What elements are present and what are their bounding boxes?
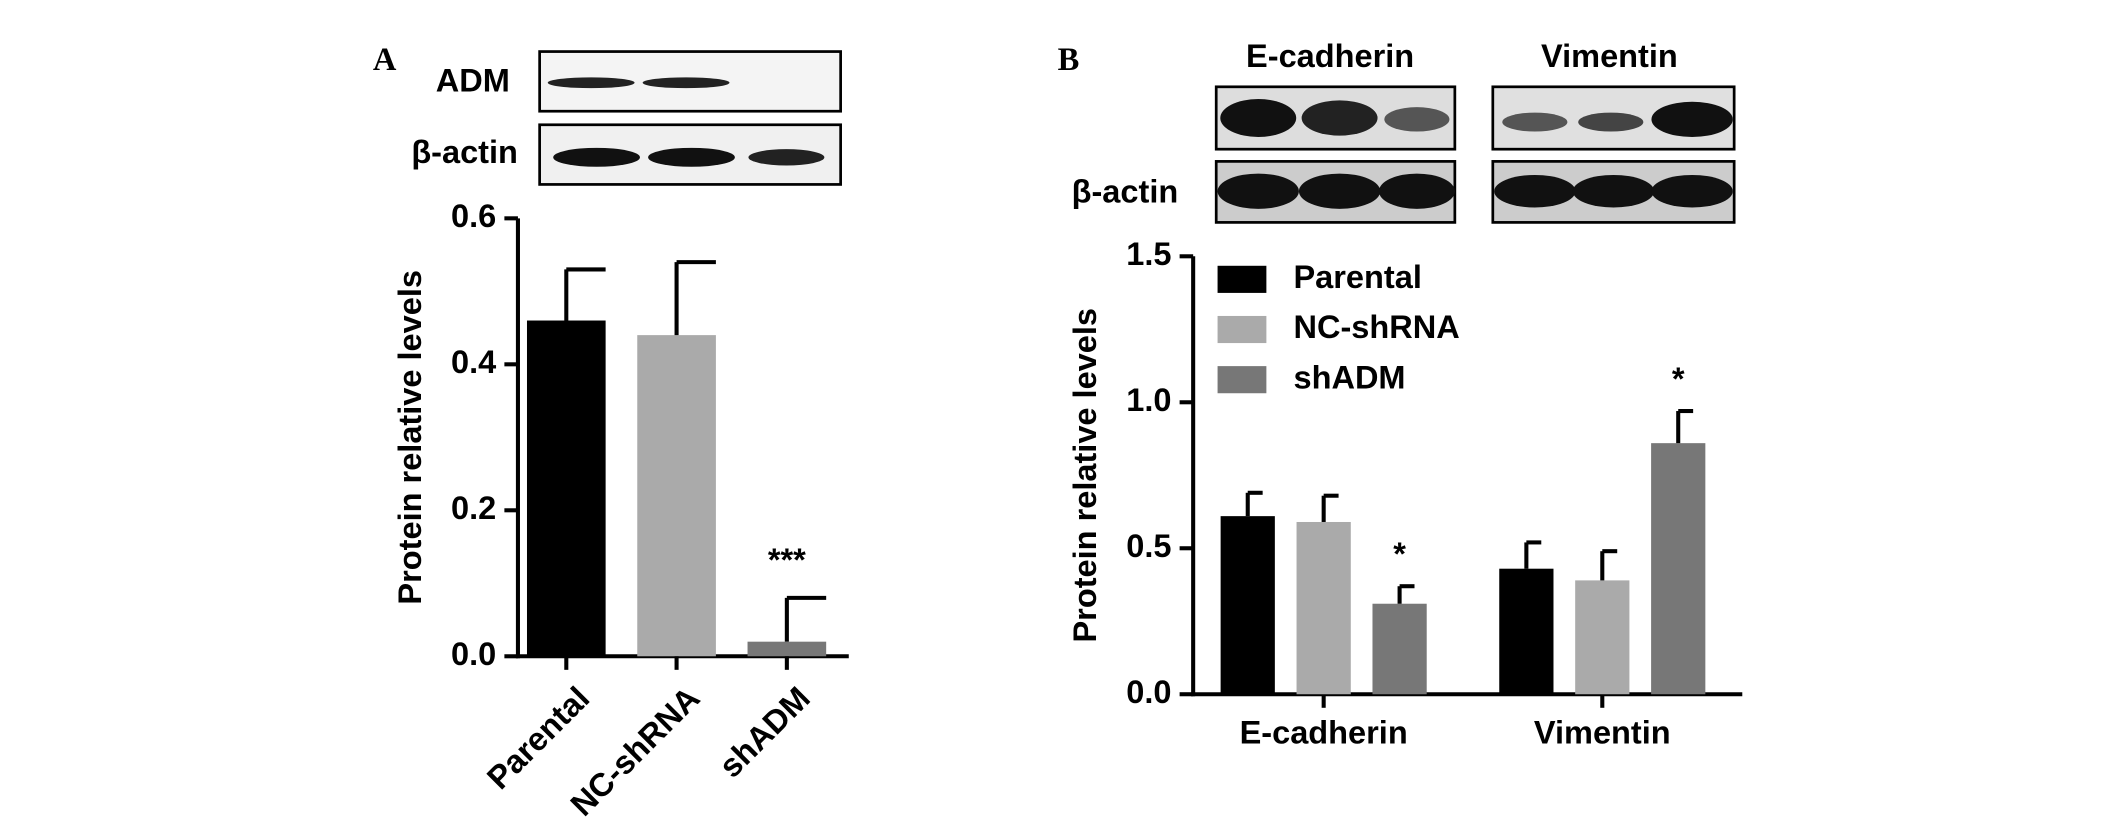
blot-title: E-cadherin [1246, 38, 1414, 74]
bar [1296, 521, 1351, 695]
blot-title: Vimentin [1541, 38, 1678, 74]
error-bar [564, 267, 606, 321]
x-tick-label: shADM [712, 680, 817, 785]
bar [637, 335, 716, 657]
error-bar [1524, 540, 1542, 569]
legend-swatch [1217, 315, 1267, 344]
y-axis-label: Protein relative levels [1067, 308, 1103, 643]
blot-label: ADM [436, 62, 510, 98]
bar [526, 320, 606, 657]
bar [1575, 580, 1630, 695]
error-bar [1321, 493, 1339, 522]
error-bar [674, 260, 716, 336]
y-tick-label: 0.2 [451, 490, 496, 526]
blot-band [1298, 173, 1381, 209]
x-tick-label: E-cadherin [1240, 715, 1408, 751]
x-tick-label: Vimentin [1534, 715, 1671, 751]
annotation: *** [768, 542, 806, 578]
blot-band [1384, 107, 1450, 132]
legend-label: Parental [1293, 259, 1421, 295]
blots [538, 50, 1736, 224]
blot-band [553, 147, 640, 167]
bar [1372, 603, 1427, 695]
y-tick-label: 0.0 [1126, 674, 1171, 710]
blot-band [1651, 101, 1733, 137]
blot-band [1502, 112, 1568, 132]
y-axis-label: Protein relative levels [392, 270, 428, 605]
blot-band [642, 77, 730, 89]
bar [747, 641, 827, 657]
bar [1220, 516, 1275, 695]
bar [1651, 443, 1706, 695]
annotation: * [1672, 361, 1685, 397]
blot-band [1217, 173, 1299, 209]
blot-label: β-actin [411, 134, 518, 170]
legend-label: shADM [1293, 359, 1405, 395]
panel-label: A [373, 42, 397, 78]
y-tick-label: 0.6 [451, 198, 496, 234]
blot-band [1301, 100, 1378, 136]
blot-band [648, 147, 735, 167]
error-bar [784, 595, 827, 642]
blot-label: β-actin [1072, 174, 1179, 210]
error-bar [1397, 584, 1415, 604]
error-bar [1676, 409, 1694, 444]
panel-label: B [1058, 42, 1080, 78]
y-tick-label: 1.5 [1126, 236, 1171, 272]
legend-swatch [1217, 265, 1267, 293]
blot-band [1578, 112, 1644, 132]
y-tick-label: 0.0 [451, 636, 496, 672]
bar [1499, 568, 1554, 695]
y-tick-label: 0.5 [1126, 528, 1171, 564]
blot-band [1494, 174, 1576, 208]
error-bar [1600, 549, 1618, 581]
legend-swatch [1217, 366, 1267, 394]
y-tick-label: 1.0 [1126, 382, 1171, 418]
blot-band [547, 77, 635, 89]
blot-band [1220, 99, 1297, 137]
blot-band [1651, 174, 1733, 208]
blot-band [1378, 173, 1455, 209]
x-tick-label: Parental [480, 680, 596, 796]
legend-label: NC-shRNA [1293, 309, 1459, 345]
blot-band [1572, 174, 1655, 208]
y-tick-label: 0.4 [451, 344, 496, 380]
annotation: * [1393, 536, 1406, 572]
error-bar [1245, 490, 1263, 517]
blot-band [748, 149, 825, 166]
